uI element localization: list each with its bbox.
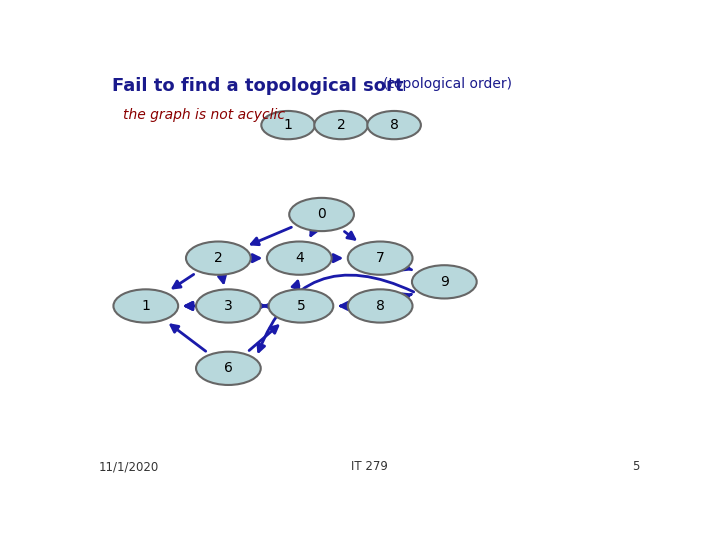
Ellipse shape [367, 111, 421, 139]
FancyArrowPatch shape [258, 275, 414, 352]
Ellipse shape [269, 289, 333, 322]
Text: 7: 7 [376, 251, 384, 265]
FancyArrowPatch shape [333, 254, 341, 262]
FancyArrowPatch shape [251, 227, 292, 245]
Ellipse shape [412, 265, 477, 299]
FancyArrowPatch shape [341, 302, 348, 309]
FancyArrowPatch shape [292, 281, 299, 289]
FancyArrowPatch shape [256, 302, 266, 309]
FancyArrowPatch shape [252, 254, 259, 262]
Text: 9: 9 [440, 275, 449, 289]
Text: 4: 4 [295, 251, 304, 265]
FancyArrowPatch shape [249, 326, 278, 350]
FancyArrowPatch shape [311, 227, 318, 236]
FancyArrowPatch shape [173, 274, 194, 288]
FancyArrowPatch shape [218, 275, 225, 283]
Text: 5: 5 [297, 299, 305, 313]
Ellipse shape [267, 241, 332, 275]
Text: Fail to find a topological sort: Fail to find a topological sort [112, 77, 410, 95]
Ellipse shape [186, 241, 251, 275]
Ellipse shape [114, 289, 178, 322]
Text: 1: 1 [141, 299, 150, 313]
Text: 2: 2 [214, 251, 222, 265]
FancyArrowPatch shape [171, 325, 206, 351]
Ellipse shape [348, 241, 413, 275]
Ellipse shape [315, 111, 368, 139]
Text: 5: 5 [632, 460, 639, 473]
Ellipse shape [196, 352, 261, 385]
Text: (topological order): (topological order) [383, 77, 512, 91]
FancyArrowPatch shape [402, 294, 412, 301]
Text: 3: 3 [224, 299, 233, 313]
Text: 2: 2 [337, 118, 346, 132]
Text: 6: 6 [224, 361, 233, 375]
Ellipse shape [348, 289, 413, 322]
FancyArrowPatch shape [402, 264, 412, 270]
FancyArrowPatch shape [186, 302, 193, 309]
FancyArrowPatch shape [344, 232, 355, 239]
FancyArrowPatch shape [186, 302, 264, 309]
Text: IT 279: IT 279 [351, 460, 387, 473]
Text: 1: 1 [284, 118, 292, 132]
Text: 8: 8 [376, 299, 384, 313]
FancyArrowPatch shape [264, 302, 273, 309]
Text: the graph is not acyclic: the graph is not acyclic [124, 109, 285, 123]
Text: 0: 0 [318, 207, 326, 221]
Text: 11/1/2020: 11/1/2020 [99, 460, 158, 473]
Ellipse shape [261, 111, 315, 139]
Text: 8: 8 [390, 118, 399, 132]
Ellipse shape [196, 289, 261, 322]
Ellipse shape [289, 198, 354, 231]
